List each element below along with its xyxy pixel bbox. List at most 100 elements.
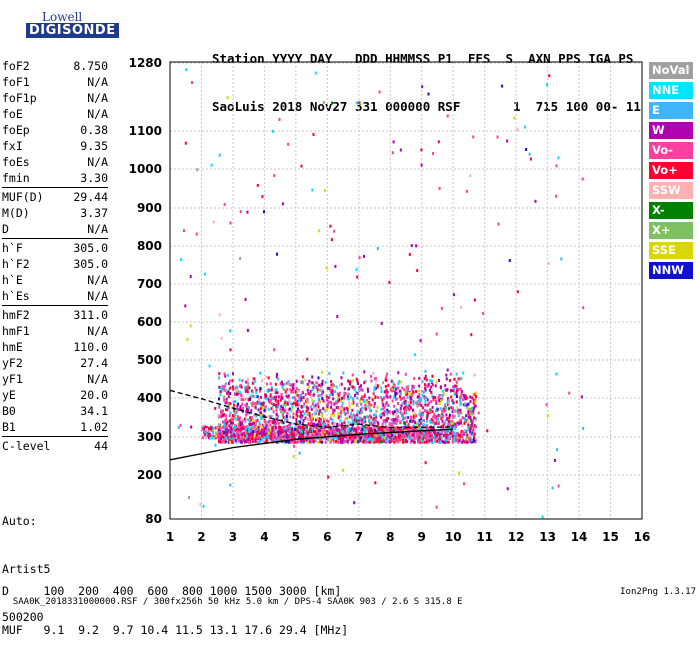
- echo-point: [321, 430, 324, 433]
- echo-point: [350, 440, 353, 444]
- echo-point: [343, 409, 346, 413]
- param-value: 3.30: [80, 171, 108, 185]
- echo-point: [323, 419, 326, 423]
- echo-point: [464, 394, 467, 398]
- echo-point: [246, 440, 249, 444]
- echo-point: [371, 398, 374, 402]
- echo-point: [261, 403, 264, 406]
- echo-point: [270, 429, 273, 433]
- echo-point: [246, 328, 249, 332]
- echo-point: [387, 383, 390, 387]
- echo-point: [358, 434, 361, 438]
- echo-point: [353, 388, 356, 392]
- echo-point: [275, 400, 278, 404]
- echo-point: [367, 431, 370, 435]
- echo-point: [395, 387, 398, 391]
- echo-point: [256, 183, 259, 187]
- echo-point: [371, 423, 374, 427]
- echo-point: [396, 419, 399, 422]
- echo-point: [259, 371, 262, 375]
- echo-point: [279, 407, 282, 411]
- echo-point: [230, 417, 233, 421]
- echo-point: [273, 395, 276, 399]
- echo-point: [434, 399, 437, 403]
- echo-point: [322, 399, 325, 403]
- echo-point: [257, 437, 260, 440]
- echo-point: [292, 383, 295, 387]
- param-value: N/A: [87, 155, 108, 169]
- echo-point: [418, 434, 420, 438]
- echo-point: [238, 439, 241, 443]
- x-tick-label: 2: [197, 530, 205, 544]
- echo-point: [467, 409, 470, 413]
- echo-point: [245, 413, 248, 417]
- echo-point: [378, 90, 381, 94]
- echo-point: [327, 475, 330, 479]
- echo-point: [462, 432, 465, 436]
- echo-point: [414, 434, 417, 438]
- echo-point: [418, 402, 421, 406]
- echo-point: [323, 188, 326, 192]
- echo-point: [399, 407, 402, 411]
- echo-point: [266, 397, 268, 401]
- echo-point: [405, 424, 407, 428]
- echo-point: [399, 397, 402, 401]
- echo-point: [326, 395, 328, 399]
- echo-point: [227, 406, 230, 409]
- echo-point: [281, 385, 284, 389]
- echo-point: [497, 222, 500, 226]
- echo-point: [302, 396, 305, 400]
- echo-point: [351, 429, 353, 433]
- echo-point: [335, 385, 338, 389]
- echo-point: [336, 396, 339, 400]
- echo-point: [309, 425, 312, 429]
- echo-point: [364, 439, 367, 443]
- echo-point: [415, 430, 418, 434]
- echo-point: [306, 398, 309, 401]
- trace-lower-curve: [169, 428, 454, 461]
- echo-point: [219, 393, 222, 397]
- param-row: fmin 3.30: [2, 170, 108, 186]
- echo-point: [251, 389, 253, 393]
- echo-point: [350, 422, 352, 426]
- param-row: fxI 9.35: [2, 138, 108, 154]
- echo-point: [383, 436, 386, 440]
- echo-point: [411, 426, 414, 430]
- echo-point: [284, 408, 287, 412]
- echo-point: [435, 505, 438, 509]
- echo-point: [422, 436, 425, 440]
- echo-point: [298, 423, 301, 427]
- echo-point: [239, 406, 242, 410]
- echo-point: [442, 407, 445, 411]
- echo-point: [354, 440, 357, 444]
- echo-point: [401, 435, 404, 439]
- echo-point: [306, 438, 309, 442]
- echo-point: [228, 424, 231, 428]
- echo-point: [334, 430, 337, 434]
- echo-point: [431, 428, 434, 432]
- echo-point: [288, 383, 291, 386]
- echo-point: [432, 436, 435, 440]
- echo-point: [473, 432, 476, 436]
- echo-point: [322, 423, 325, 427]
- echo-point: [428, 409, 431, 413]
- echo-point: [231, 385, 234, 389]
- echo-point: [411, 436, 414, 440]
- echo-point: [312, 433, 315, 437]
- echo-point: [264, 440, 267, 444]
- echo-point: [367, 426, 370, 430]
- echo-point: [358, 411, 361, 415]
- echo-point: [224, 382, 227, 386]
- echo-point: [396, 391, 399, 395]
- echo-point: [469, 413, 472, 417]
- param-row: hmE 110.0: [2, 339, 108, 355]
- echo-point: [466, 433, 469, 437]
- echo-point: [441, 409, 444, 413]
- echo-point: [298, 410, 300, 413]
- echo-point: [472, 429, 475, 433]
- echo-point: [228, 414, 231, 418]
- echo-point: [347, 397, 350, 401]
- echo-point: [229, 430, 232, 434]
- echo-point: [300, 433, 303, 437]
- echo-point: [467, 413, 470, 417]
